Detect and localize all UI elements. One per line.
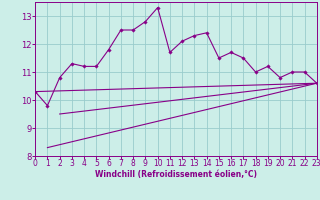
X-axis label: Windchill (Refroidissement éolien,°C): Windchill (Refroidissement éolien,°C) <box>95 170 257 179</box>
